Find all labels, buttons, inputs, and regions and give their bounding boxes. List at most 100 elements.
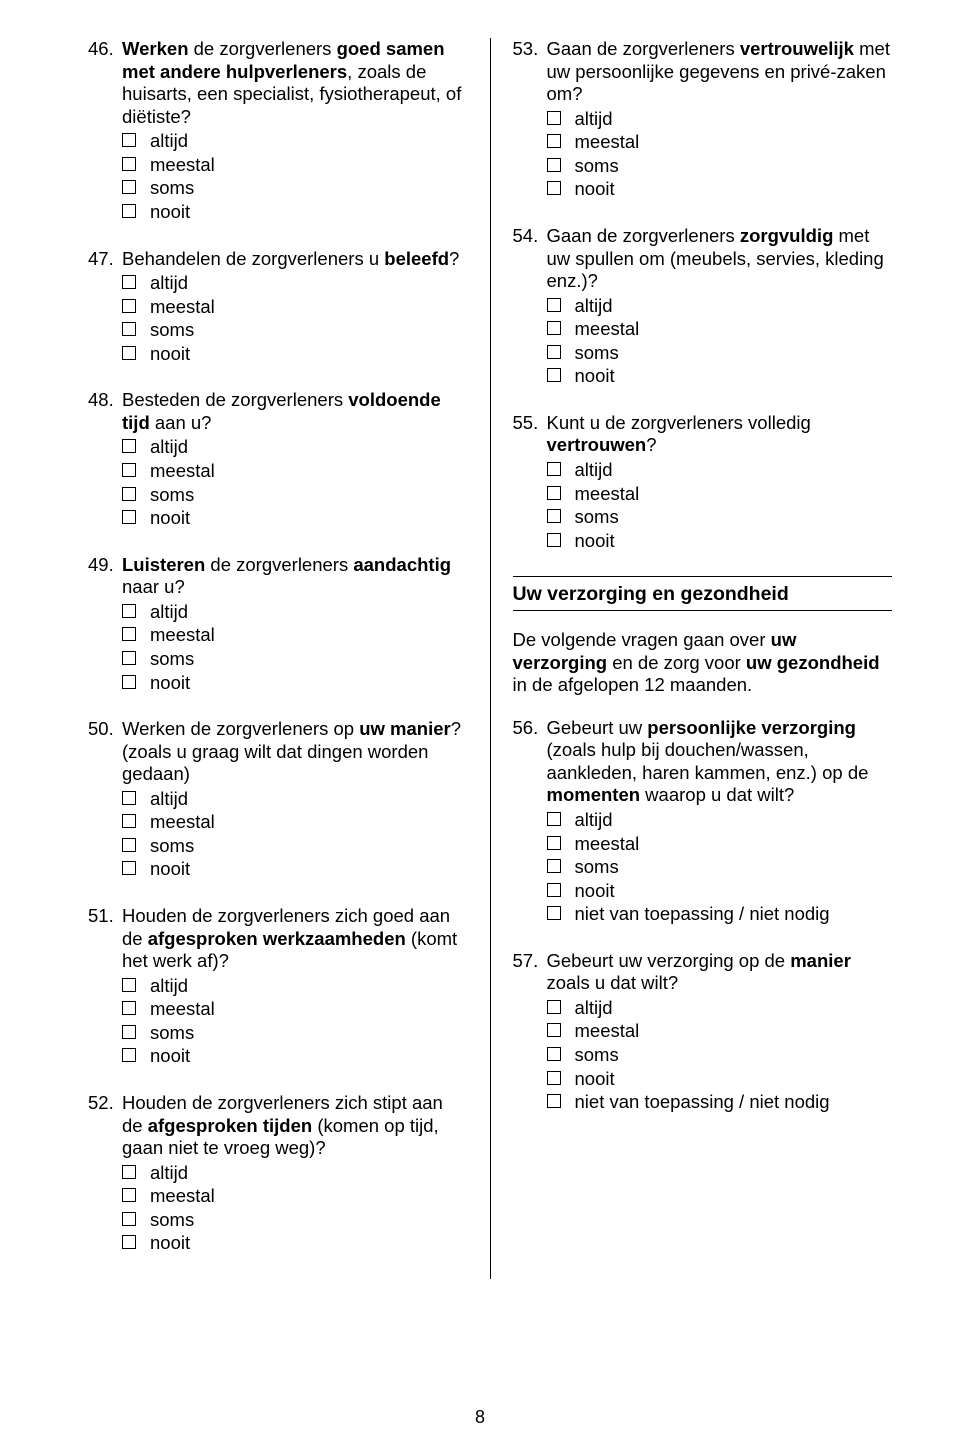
checkbox-icon[interactable] <box>122 814 136 828</box>
option-label: nooit <box>575 880 615 903</box>
checkbox-icon[interactable] <box>122 838 136 852</box>
checkbox-icon[interactable] <box>547 158 561 172</box>
question-text: 47.Behandelen de zorgverleners u beleefd… <box>88 248 468 271</box>
option: altijd <box>122 601 468 624</box>
checkbox-icon[interactable] <box>547 883 561 897</box>
options: altijdmeestalsomsnooitniet van toepassin… <box>513 809 893 926</box>
checkbox-icon[interactable] <box>122 204 136 218</box>
checkbox-icon[interactable] <box>122 487 136 501</box>
question-body: Werken de zorgverleners op uw manier? (z… <box>122 718 468 786</box>
checkbox-icon[interactable] <box>122 675 136 689</box>
checkbox-icon[interactable] <box>122 1188 136 1202</box>
option: soms <box>547 856 893 879</box>
question-text: 52.Houden de zorgverleners zich stipt aa… <box>88 1092 468 1160</box>
option-label: meestal <box>575 131 640 154</box>
options: altijdmeestalsomsnooit <box>513 459 893 552</box>
option-label: niet van toepassing / niet nodig <box>575 1091 830 1114</box>
option-label: soms <box>575 155 619 178</box>
checkbox-icon[interactable] <box>122 157 136 171</box>
checkbox-icon[interactable] <box>122 510 136 524</box>
checkbox-icon[interactable] <box>122 439 136 453</box>
checkbox-icon[interactable] <box>547 111 561 125</box>
checkbox-icon[interactable] <box>547 1071 561 1085</box>
question-number: 51. <box>88 905 122 973</box>
option: meestal <box>122 1185 468 1208</box>
checkbox-icon[interactable] <box>547 1023 561 1037</box>
checkbox-icon[interactable] <box>122 322 136 336</box>
option: meestal <box>122 624 468 647</box>
checkbox-icon[interactable] <box>547 836 561 850</box>
checkbox-icon[interactable] <box>547 462 561 476</box>
checkbox-icon[interactable] <box>547 1094 561 1108</box>
option: altijd <box>122 436 468 459</box>
option: niet van toepassing / niet nodig <box>547 1091 893 1114</box>
checkbox-icon[interactable] <box>122 180 136 194</box>
option-label: soms <box>150 835 194 858</box>
checkbox-icon[interactable] <box>122 463 136 477</box>
question-text: 46.Werken de zorgverleners goed samen me… <box>88 38 468 128</box>
checkbox-icon[interactable] <box>547 533 561 547</box>
option-label: altijd <box>150 788 188 811</box>
checkbox-icon[interactable] <box>547 812 561 826</box>
checkbox-icon[interactable] <box>122 133 136 147</box>
checkbox-icon[interactable] <box>122 1025 136 1039</box>
checkbox-icon[interactable] <box>547 345 561 359</box>
checkbox-icon[interactable] <box>547 181 561 195</box>
checkbox-icon[interactable] <box>122 791 136 805</box>
checkbox-icon[interactable] <box>547 859 561 873</box>
question: 53.Gaan de zorgverleners vertrouwelijk m… <box>513 38 893 201</box>
question-body: Werken de zorgverleners goed samen met a… <box>122 38 468 128</box>
checkbox-icon[interactable] <box>547 298 561 312</box>
checkbox-icon[interactable] <box>122 1212 136 1226</box>
checkbox-icon[interactable] <box>122 861 136 875</box>
section-intro: De volgende vragen gaan over uw verzorgi… <box>513 629 893 697</box>
checkbox-icon[interactable] <box>122 1165 136 1179</box>
checkbox-icon[interactable] <box>122 1235 136 1249</box>
option-label: altijd <box>150 272 188 295</box>
checkbox-icon[interactable] <box>122 1001 136 1015</box>
question-body: Kunt u de zorgverleners volledig vertrou… <box>547 412 893 457</box>
checkbox-icon[interactable] <box>122 627 136 641</box>
option-label: meestal <box>150 296 215 319</box>
option: soms <box>122 1022 468 1045</box>
checkbox-icon[interactable] <box>122 1048 136 1062</box>
question-number: 46. <box>88 38 122 128</box>
checkbox-icon[interactable] <box>547 321 561 335</box>
question-body: Gebeurt uw verzorging op de manier zoals… <box>547 950 893 995</box>
option-label: soms <box>150 1209 194 1232</box>
checkbox-icon[interactable] <box>547 1047 561 1061</box>
checkbox-icon[interactable] <box>547 1000 561 1014</box>
option: nooit <box>547 1068 893 1091</box>
checkbox-icon[interactable] <box>547 509 561 523</box>
option-label: meestal <box>575 318 640 341</box>
checkbox-icon[interactable] <box>547 134 561 148</box>
option-label: soms <box>150 177 194 200</box>
checkbox-icon[interactable] <box>122 275 136 289</box>
option: nooit <box>122 858 468 881</box>
question-number: 57. <box>513 950 547 995</box>
checkbox-icon[interactable] <box>122 299 136 313</box>
option: meestal <box>547 833 893 856</box>
option: nooit <box>122 1232 468 1255</box>
option-label: soms <box>150 484 194 507</box>
question-body: Houden de zorgverleners zich goed aan de… <box>122 905 468 973</box>
option-label: nooit <box>150 858 190 881</box>
checkbox-icon[interactable] <box>547 486 561 500</box>
option: altijd <box>122 272 468 295</box>
checkbox-icon[interactable] <box>122 346 136 360</box>
question-number: 55. <box>513 412 547 457</box>
option-label: meestal <box>150 998 215 1021</box>
option: soms <box>122 319 468 342</box>
question: 49.Luisteren de zorgverleners aandachtig… <box>88 554 468 694</box>
option: nooit <box>547 530 893 553</box>
option-label: soms <box>150 648 194 671</box>
checkbox-icon[interactable] <box>122 651 136 665</box>
checkbox-icon[interactable] <box>547 368 561 382</box>
options: altijdmeestalsomsnooit <box>513 108 893 201</box>
checkbox-icon[interactable] <box>122 604 136 618</box>
question-number: 54. <box>513 225 547 293</box>
options: altijdmeestalsomsnooitniet van toepassin… <box>513 997 893 1114</box>
option: soms <box>122 835 468 858</box>
checkbox-icon[interactable] <box>547 906 561 920</box>
checkbox-icon[interactable] <box>122 978 136 992</box>
